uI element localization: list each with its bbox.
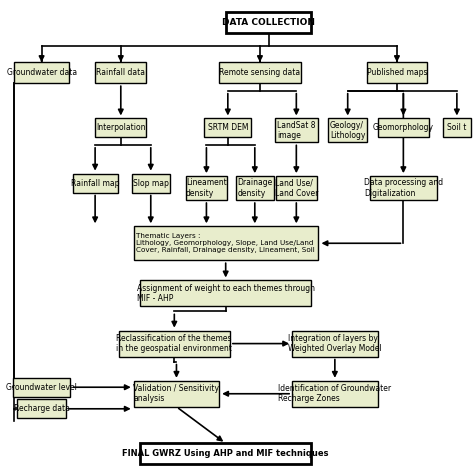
Text: Data processing and
Digitalization: Data processing and Digitalization bbox=[364, 178, 443, 198]
Text: Lineament
density: Lineament density bbox=[186, 178, 227, 198]
Text: Published maps: Published maps bbox=[367, 68, 427, 77]
Text: LandSat 8
image: LandSat 8 image bbox=[277, 121, 316, 140]
FancyBboxPatch shape bbox=[140, 281, 311, 307]
FancyBboxPatch shape bbox=[134, 381, 219, 407]
Text: Remote sensing data: Remote sensing data bbox=[219, 68, 301, 77]
FancyBboxPatch shape bbox=[328, 118, 367, 143]
Text: Soil t: Soil t bbox=[447, 123, 466, 132]
Text: Land Use/
Land Cover: Land Use/ Land Cover bbox=[274, 178, 318, 198]
Text: Groundwater level: Groundwater level bbox=[6, 383, 77, 392]
FancyBboxPatch shape bbox=[204, 118, 251, 137]
FancyBboxPatch shape bbox=[370, 176, 437, 200]
FancyBboxPatch shape bbox=[118, 330, 230, 356]
FancyBboxPatch shape bbox=[367, 62, 427, 83]
Text: Reclassification of the themes
in the geospatial environment: Reclassification of the themes in the ge… bbox=[117, 334, 232, 353]
Text: Drainage
density: Drainage density bbox=[237, 178, 273, 198]
FancyBboxPatch shape bbox=[236, 176, 273, 200]
Text: Integration of layers by
Weighted Overlay Model: Integration of layers by Weighted Overla… bbox=[288, 334, 382, 353]
Text: Thematic Layers :
Lithology, Geomorphology, Slope, Land Use/Land
Cover, Rainfall: Thematic Layers : Lithology, Geomorpholo… bbox=[137, 233, 315, 253]
FancyBboxPatch shape bbox=[131, 173, 170, 192]
FancyBboxPatch shape bbox=[292, 381, 378, 407]
Text: Geology/
Lithology: Geology/ Lithology bbox=[330, 121, 365, 140]
FancyBboxPatch shape bbox=[443, 118, 471, 137]
FancyBboxPatch shape bbox=[378, 118, 429, 137]
Text: Interpolation: Interpolation bbox=[96, 123, 146, 132]
Text: Assignment of weight to each themes through
MIF - AHP: Assignment of weight to each themes thro… bbox=[137, 284, 315, 303]
FancyBboxPatch shape bbox=[95, 62, 146, 83]
Text: Geomorphology: Geomorphology bbox=[373, 123, 434, 132]
Text: Slop map: Slop map bbox=[133, 179, 169, 188]
Text: Identification of Groundwater
Recharge Zones: Identification of Groundwater Recharge Z… bbox=[278, 384, 392, 403]
Text: Groundwater data: Groundwater data bbox=[7, 68, 77, 77]
FancyBboxPatch shape bbox=[73, 173, 118, 192]
FancyBboxPatch shape bbox=[276, 176, 317, 200]
Text: FINAL GWRZ Using AHP and MIF techniques: FINAL GWRZ Using AHP and MIF techniques bbox=[122, 449, 329, 458]
FancyBboxPatch shape bbox=[219, 62, 301, 83]
FancyBboxPatch shape bbox=[13, 378, 71, 397]
Text: SRTM DEM: SRTM DEM bbox=[208, 123, 248, 132]
Text: DATA COLLECTION: DATA COLLECTION bbox=[222, 18, 315, 27]
Text: Validation / Sensitivity
analysis: Validation / Sensitivity analysis bbox=[134, 384, 219, 403]
FancyBboxPatch shape bbox=[14, 62, 69, 83]
Text: Rainfall map: Rainfall map bbox=[71, 179, 119, 188]
FancyBboxPatch shape bbox=[275, 118, 318, 143]
FancyBboxPatch shape bbox=[95, 118, 146, 137]
FancyBboxPatch shape bbox=[226, 12, 311, 33]
FancyBboxPatch shape bbox=[17, 399, 66, 419]
Text: Rainfall data: Rainfall data bbox=[96, 68, 146, 77]
FancyBboxPatch shape bbox=[292, 330, 378, 356]
Text: Recharge data: Recharge data bbox=[14, 404, 70, 413]
FancyBboxPatch shape bbox=[140, 443, 311, 465]
FancyBboxPatch shape bbox=[186, 176, 227, 200]
FancyBboxPatch shape bbox=[134, 226, 318, 260]
